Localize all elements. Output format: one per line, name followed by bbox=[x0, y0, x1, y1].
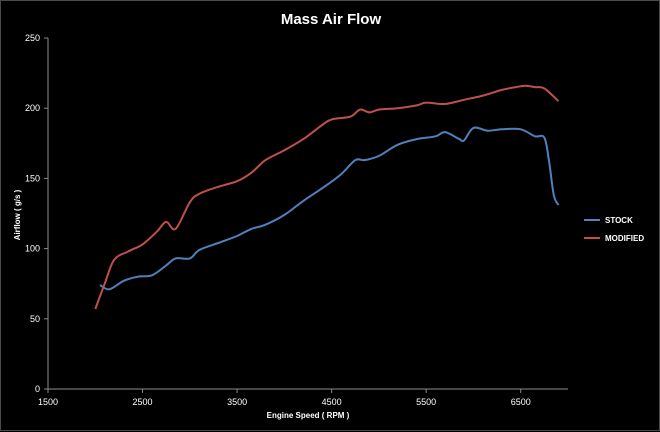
y-tick-label: 100 bbox=[25, 244, 40, 254]
x-tick-label: 1500 bbox=[38, 397, 58, 407]
series-line-stock bbox=[99, 126, 560, 291]
x-tick-label: 2500 bbox=[133, 397, 153, 407]
y-tick-label: 200 bbox=[25, 103, 40, 113]
y-tick-label: 50 bbox=[30, 314, 40, 324]
x-tick-label: 6500 bbox=[511, 397, 531, 407]
x-axis-title: Engine Speed ( RPM ) bbox=[267, 411, 350, 420]
legend-label-modified: MODIFIED bbox=[605, 234, 644, 243]
y-axis-title: Airflow ( g/s ) bbox=[13, 189, 22, 240]
y-tick-label: 150 bbox=[25, 173, 40, 183]
y-tick-label: 250 bbox=[25, 33, 40, 43]
legend: STOCK MODIFIED bbox=[584, 216, 644, 243]
legend-label-stock: STOCK bbox=[605, 216, 633, 225]
plot-area: 0 50 100 150 200 250 1500 2500 3500 4500 5500 6500 bbox=[25, 33, 568, 407]
x-tick-label: 4500 bbox=[322, 397, 342, 407]
series-line-modified bbox=[94, 84, 560, 310]
chart-title: Mass Air Flow bbox=[281, 11, 382, 28]
x-tick-label: 5500 bbox=[416, 397, 436, 407]
y-tick-label: 0 bbox=[35, 384, 40, 394]
x-tick-label: 3500 bbox=[227, 397, 247, 407]
